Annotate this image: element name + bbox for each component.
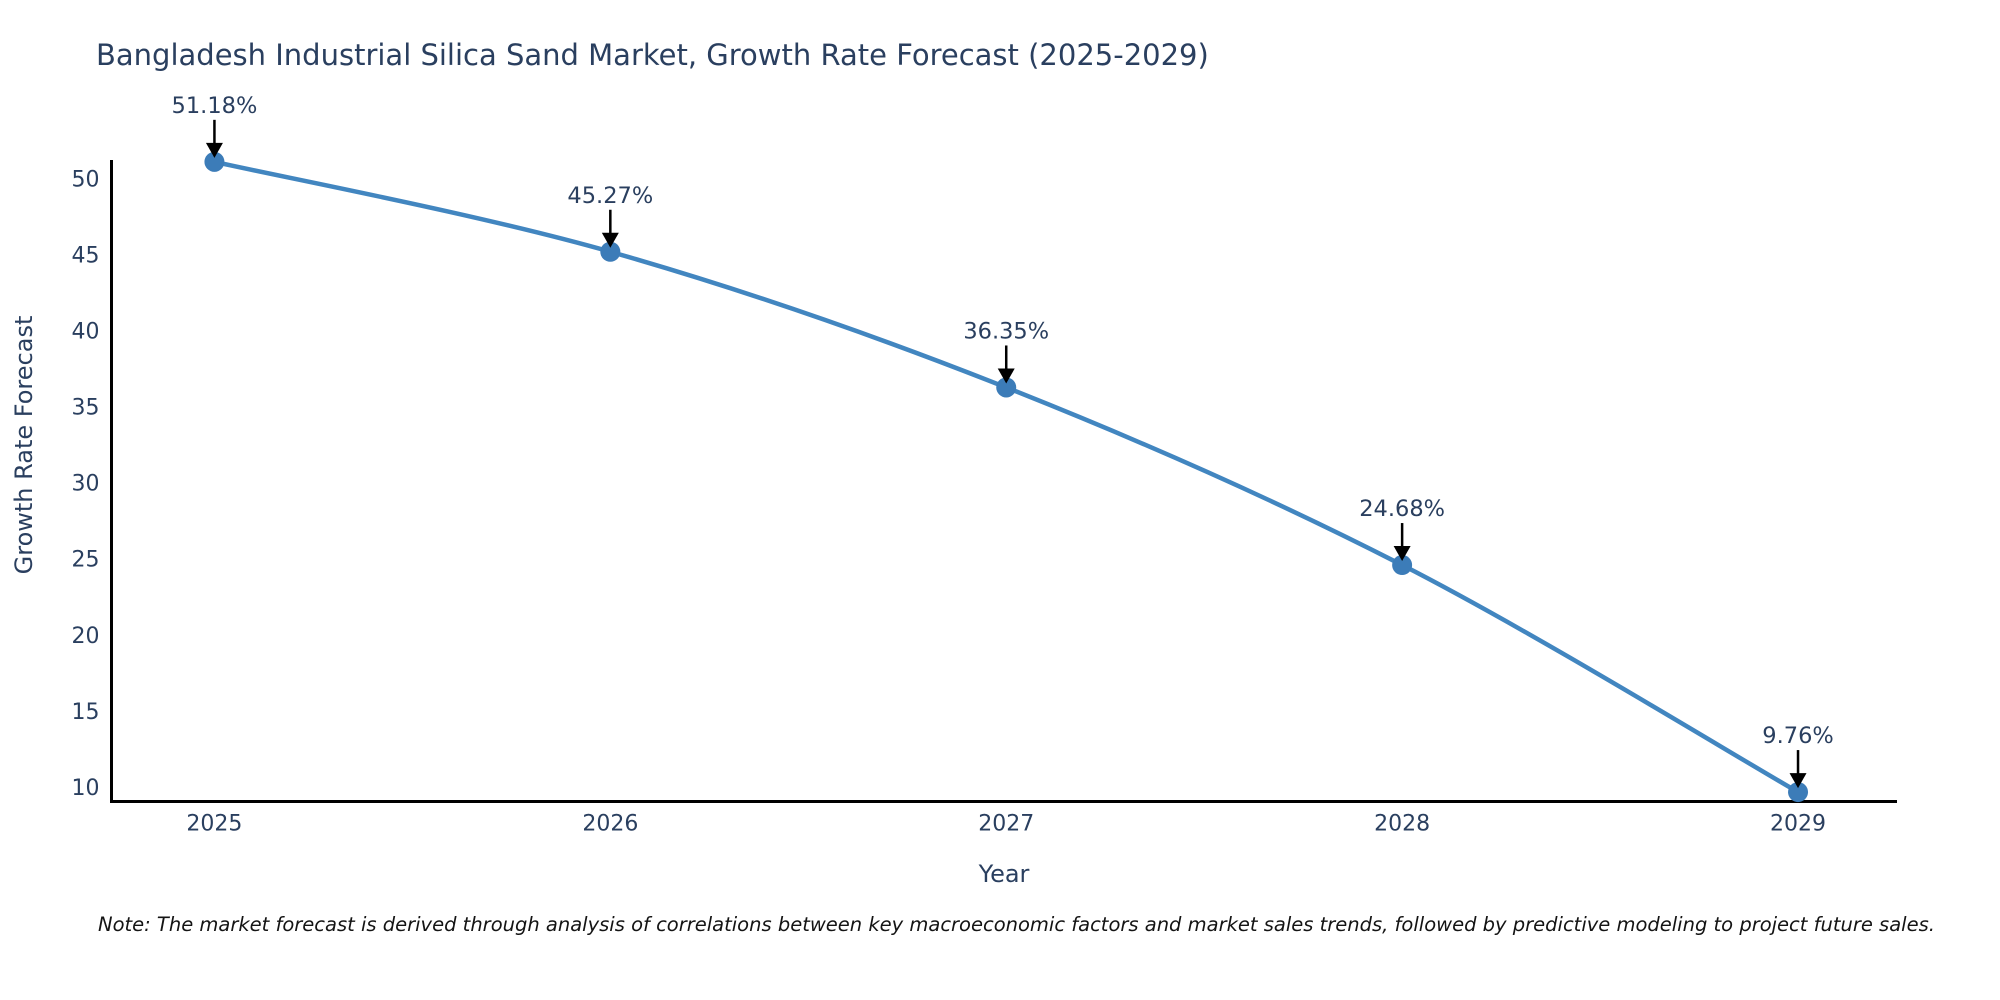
x-tick-label: 2029 xyxy=(1770,812,1826,837)
chart-title: Bangladesh Industrial Silica Sand Market… xyxy=(96,38,1209,72)
x-axis-title: Year xyxy=(978,860,1030,888)
y-tick-label: 40 xyxy=(72,319,100,344)
annotation-label: 9.76% xyxy=(1762,723,1833,749)
y-axis-title: Growth Rate Forecast xyxy=(10,315,38,575)
annotation-label: 36.35% xyxy=(963,318,1049,344)
annotation-arrowhead xyxy=(1789,773,1807,789)
data-point-marker xyxy=(996,377,1017,398)
x-tick-label: 2025 xyxy=(186,812,242,837)
data-point-marker xyxy=(1788,782,1809,803)
y-tick-label: 10 xyxy=(72,776,100,801)
y-tick-label: 20 xyxy=(72,624,100,649)
footnote: Note: The market forecast is derived thr… xyxy=(98,913,1935,936)
annotation-arrowhead xyxy=(1393,546,1411,562)
annotation-label: 51.18% xyxy=(172,93,258,119)
annotation-arrowhead xyxy=(205,142,223,158)
x-tick-label: 2026 xyxy=(582,812,638,837)
y-tick-label: 50 xyxy=(72,167,100,192)
y-tick-label: 45 xyxy=(72,243,100,268)
x-tick-label: 2027 xyxy=(978,812,1034,837)
annotation-label: 45.27% xyxy=(567,183,653,209)
annotation-arrowhead xyxy=(601,232,619,248)
y-tick-label: 25 xyxy=(72,548,100,573)
y-tick-label: 15 xyxy=(72,700,100,725)
x-tick-label: 2028 xyxy=(1374,812,1430,837)
annotation-arrowhead xyxy=(997,368,1015,384)
data-point-marker xyxy=(204,151,225,172)
trend-line xyxy=(212,159,1801,795)
data-point-marker xyxy=(600,241,621,262)
y-tick-label: 30 xyxy=(72,472,100,497)
annotation-label: 24.68% xyxy=(1359,496,1445,522)
data-point-marker xyxy=(1392,555,1413,576)
y-tick-label: 35 xyxy=(72,396,100,421)
